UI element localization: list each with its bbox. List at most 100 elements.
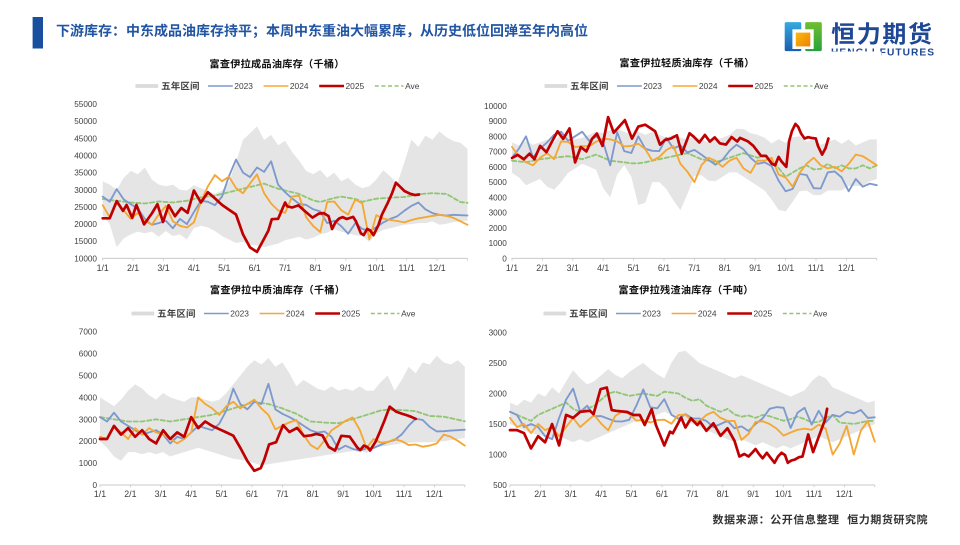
svg-text:2/1: 2/1 — [536, 263, 548, 273]
svg-text:5/1: 5/1 — [625, 489, 637, 499]
svg-text:12/1: 12/1 — [838, 263, 855, 273]
svg-text:4000: 4000 — [79, 393, 98, 402]
svg-text:2024: 2024 — [698, 309, 717, 319]
svg-text:50000: 50000 — [74, 117, 97, 126]
svg-text:7000: 7000 — [489, 148, 508, 157]
svg-text:8/1: 8/1 — [719, 263, 731, 273]
svg-text:11/1: 11/1 — [398, 263, 415, 273]
svg-text:HENGLI FUTURES: HENGLI FUTURES — [831, 47, 935, 58]
svg-text:9/1: 9/1 — [749, 263, 761, 273]
svg-text:9/1: 9/1 — [340, 263, 352, 273]
svg-text:9/1: 9/1 — [337, 489, 349, 499]
svg-text:2/1: 2/1 — [534, 489, 546, 499]
svg-text:55000: 55000 — [74, 100, 97, 109]
svg-text:45000: 45000 — [74, 134, 97, 143]
svg-text:9/1: 9/1 — [747, 489, 759, 499]
svg-text:2000: 2000 — [489, 224, 508, 233]
svg-text:4/1: 4/1 — [597, 263, 609, 273]
svg-text:12/1: 12/1 — [426, 489, 443, 499]
svg-text:5000: 5000 — [79, 372, 98, 381]
svg-text:5/1: 5/1 — [215, 489, 227, 499]
svg-text:2/1: 2/1 — [127, 263, 139, 273]
svg-text:Ave: Ave — [813, 309, 828, 319]
svg-text:5/1: 5/1 — [218, 263, 230, 273]
svg-text:10000: 10000 — [74, 254, 97, 263]
svg-text:2023: 2023 — [230, 309, 249, 319]
svg-text:2023: 2023 — [234, 81, 253, 91]
svg-text:6/1: 6/1 — [249, 263, 261, 273]
svg-text:0: 0 — [92, 481, 97, 490]
svg-text:2024: 2024 — [286, 309, 305, 319]
svg-text:10/1: 10/1 — [777, 263, 794, 273]
svg-text:4000: 4000 — [489, 193, 508, 202]
svg-text:15000: 15000 — [74, 237, 97, 246]
svg-text:10/1: 10/1 — [775, 489, 792, 499]
svg-text:2025: 2025 — [754, 309, 773, 319]
svg-text:1000: 1000 — [489, 451, 508, 460]
svg-text:3000: 3000 — [489, 329, 508, 338]
svg-text:3/1: 3/1 — [565, 489, 577, 499]
svg-text:2023: 2023 — [642, 309, 661, 319]
svg-text:7/1: 7/1 — [276, 489, 288, 499]
svg-text:3/1: 3/1 — [155, 489, 167, 499]
svg-text:6/1: 6/1 — [658, 263, 670, 273]
svg-text:6000: 6000 — [489, 163, 508, 172]
svg-text:10/1: 10/1 — [368, 263, 385, 273]
svg-text:2023: 2023 — [643, 81, 662, 91]
svg-text:10/1: 10/1 — [365, 489, 382, 499]
svg-text:1000: 1000 — [489, 239, 508, 248]
svg-text:6/1: 6/1 — [656, 489, 668, 499]
svg-text:Ave: Ave — [405, 81, 420, 91]
svg-text:0: 0 — [502, 254, 507, 263]
svg-text:1/1: 1/1 — [94, 489, 106, 499]
svg-text:2000: 2000 — [79, 437, 98, 446]
svg-text:8/1: 8/1 — [307, 489, 319, 499]
svg-text:11/1: 11/1 — [396, 489, 413, 499]
svg-text:4/1: 4/1 — [185, 489, 197, 499]
svg-text:11/1: 11/1 — [808, 263, 825, 273]
svg-text:7/1: 7/1 — [686, 489, 698, 499]
svg-text:3000: 3000 — [489, 209, 508, 218]
svg-text:7000: 7000 — [79, 328, 98, 337]
svg-text:5/1: 5/1 — [627, 263, 639, 273]
svg-text:2500: 2500 — [489, 359, 508, 368]
svg-text:20000: 20000 — [74, 220, 97, 229]
svg-text:4/1: 4/1 — [595, 489, 607, 499]
svg-text:40000: 40000 — [74, 152, 97, 161]
svg-text:1/1: 1/1 — [506, 263, 518, 273]
svg-text:3/1: 3/1 — [157, 263, 169, 273]
svg-text:8/1: 8/1 — [309, 263, 321, 273]
svg-text:500: 500 — [493, 481, 507, 490]
svg-text:12/1: 12/1 — [429, 263, 446, 273]
svg-text:1500: 1500 — [489, 420, 508, 429]
svg-text:35000: 35000 — [74, 169, 97, 178]
svg-text:8000: 8000 — [489, 132, 508, 141]
svg-text:8/1: 8/1 — [717, 489, 729, 499]
svg-text:30000: 30000 — [74, 186, 97, 195]
svg-text:1000: 1000 — [79, 459, 98, 468]
svg-text:4/1: 4/1 — [188, 263, 200, 273]
svg-text:2024: 2024 — [290, 81, 309, 91]
svg-text:2000: 2000 — [489, 390, 508, 399]
svg-text:3000: 3000 — [79, 415, 98, 424]
svg-text:25000: 25000 — [74, 203, 97, 212]
svg-text:1/1: 1/1 — [504, 489, 516, 499]
svg-text:7/1: 7/1 — [279, 263, 291, 273]
svg-text:9000: 9000 — [489, 117, 508, 126]
svg-text:1/1: 1/1 — [97, 263, 109, 273]
svg-text:7/1: 7/1 — [688, 263, 700, 273]
svg-text:11/1: 11/1 — [806, 489, 823, 499]
svg-text:3/1: 3/1 — [567, 263, 579, 273]
svg-text:2/1: 2/1 — [124, 489, 136, 499]
svg-text:12/1: 12/1 — [836, 489, 853, 499]
svg-text:5000: 5000 — [489, 178, 508, 187]
svg-text:Ave: Ave — [401, 309, 416, 319]
svg-text:Ave: Ave — [814, 81, 829, 91]
svg-text:2025: 2025 — [342, 309, 361, 319]
svg-text:2024: 2024 — [699, 81, 718, 91]
svg-text:10000: 10000 — [484, 102, 507, 111]
svg-text:2025: 2025 — [346, 81, 365, 91]
svg-text:6/1: 6/1 — [246, 489, 258, 499]
svg-text:6000: 6000 — [79, 350, 98, 359]
svg-text:2025: 2025 — [755, 81, 774, 91]
